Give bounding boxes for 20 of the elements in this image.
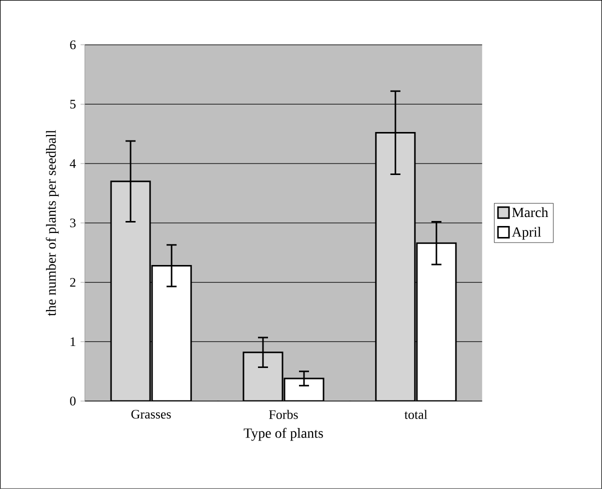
y-tick-label: 0 — [70, 396, 76, 406]
y-tick-label: 6 — [70, 40, 76, 50]
legend-label: March — [512, 207, 548, 218]
y-tick-label: 5 — [70, 100, 76, 109]
x-axis-title: Type of plants — [244, 428, 323, 441]
y-tick-label: 3 — [70, 218, 76, 228]
bar — [242, 352, 284, 402]
y-axis-title: the number of plants per seedball — [46, 130, 59, 316]
x-tick-label: total — [404, 410, 428, 420]
x-tick-label: Grasses — [131, 410, 171, 419]
bar — [151, 264, 192, 402]
y-tick-label: 4 — [70, 159, 76, 168]
y-tick-label: 1 — [70, 337, 76, 346]
bar — [284, 378, 324, 402]
y-tick-label: 2 — [70, 278, 76, 287]
legend-label: April — [512, 226, 542, 240]
x-tick-label: Forbs — [269, 410, 298, 420]
bar — [375, 132, 416, 402]
bar — [110, 180, 151, 402]
bar — [416, 242, 457, 402]
